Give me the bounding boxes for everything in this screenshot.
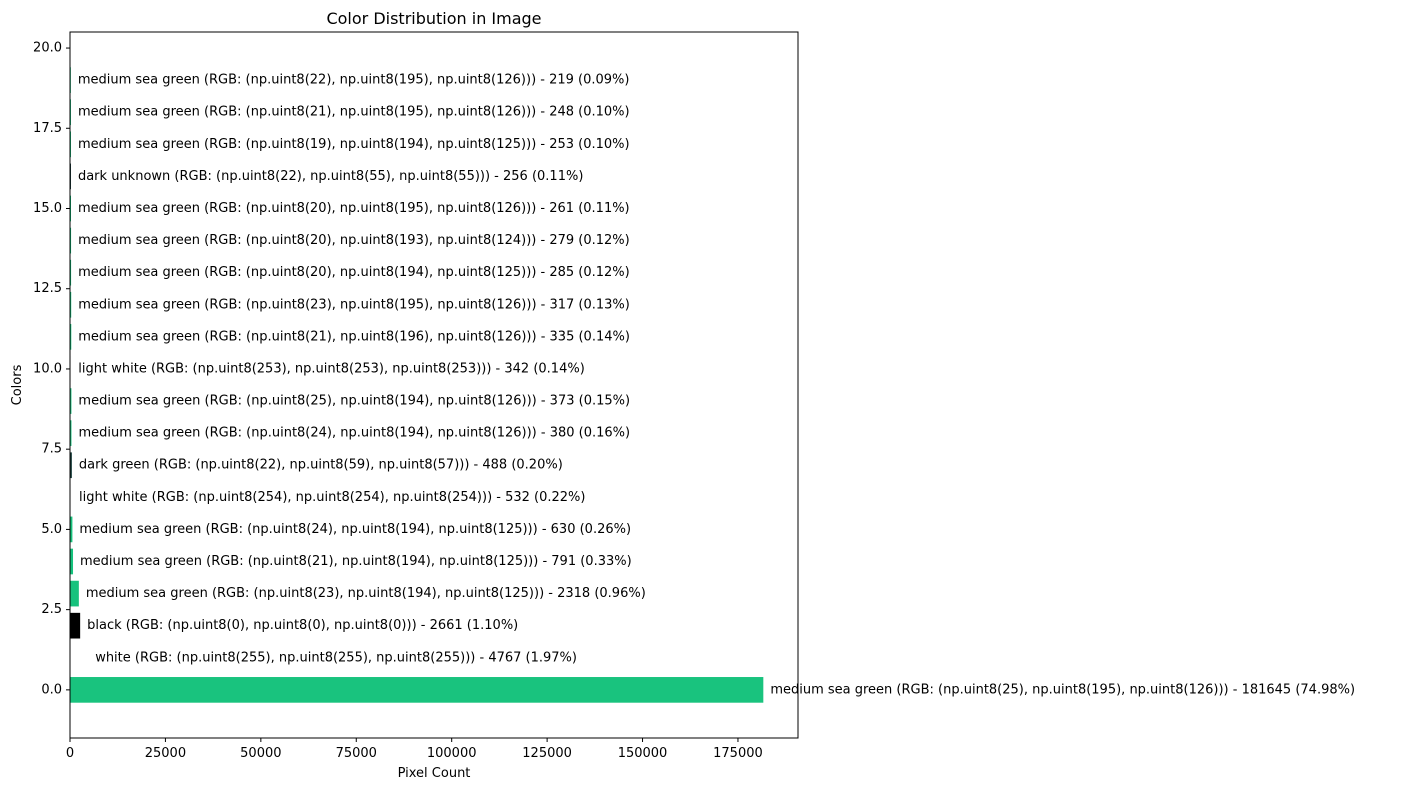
bar-1 <box>70 644 89 671</box>
y-tick-label-0: 0.0 <box>41 682 62 697</box>
bar-label-13: medium sea green (RGB: (np.uint8(20), np… <box>78 265 630 280</box>
bar-label-10: light white (RGB: (np.uint8(253), np.uin… <box>78 361 584 376</box>
bars-layer <box>70 67 764 703</box>
bar-label-18: medium sea green (RGB: (np.uint8(21), np… <box>78 105 630 120</box>
bar-label-2: black (RGB: (np.uint8(0), np.uint8(0), n… <box>87 618 518 633</box>
x-tick-label-3: 75000 <box>336 746 377 761</box>
x-tick-label-0: 0 <box>66 746 74 761</box>
bar-label-12: medium sea green (RGB: (np.uint8(23), np… <box>78 297 630 312</box>
bar-12 <box>70 291 72 318</box>
labels-layer: medium sea green (RGB: (np.uint8(25), np… <box>78 73 1355 698</box>
x-tick-label-5: 125000 <box>522 746 572 761</box>
y-tick-label-4: 10.0 <box>33 361 62 376</box>
bar-label-11: medium sea green (RGB: (np.uint8(21), np… <box>78 329 630 344</box>
bar-label-4: medium sea green (RGB: (np.uint8(21), np… <box>80 554 632 569</box>
bar-label-15: medium sea green (RGB: (np.uint8(20), np… <box>78 201 630 216</box>
bar-label-19: medium sea green (RGB: (np.uint8(22), np… <box>78 73 630 88</box>
bar-8 <box>70 420 72 446</box>
y-axis-title: Colors <box>10 364 25 405</box>
chart-title: Color Distribution in Image <box>326 9 541 28</box>
x-tick-label-2: 50000 <box>240 746 281 761</box>
bar-label-6: light white (RGB: (np.uint8(254), np.uin… <box>79 490 585 505</box>
bar-0 <box>70 677 764 703</box>
bar-label-14: medium sea green (RGB: (np.uint8(20), np… <box>78 233 630 248</box>
y-tick-label-5: 12.5 <box>33 281 62 296</box>
bar-label-0: medium sea green (RGB: (np.uint8(25), np… <box>770 682 1355 697</box>
y-tick-label-6: 15.0 <box>33 201 62 216</box>
bar-7 <box>70 452 72 479</box>
bar-label-1: white (RGB: (np.uint8(255), np.uint8(255… <box>95 650 577 665</box>
y-tick-label-3: 7.5 <box>41 442 62 457</box>
x-axis-title: Pixel Count <box>398 766 471 781</box>
bar-label-17: medium sea green (RGB: (np.uint8(19), np… <box>78 137 630 152</box>
bar-10 <box>70 356 72 382</box>
bar-label-8: medium sea green (RGB: (np.uint8(24), np… <box>78 426 630 441</box>
y-tick-label-7: 17.5 <box>33 121 62 136</box>
bar-label-5: medium sea green (RGB: (np.uint8(24), np… <box>79 522 631 537</box>
bar-13 <box>70 259 72 286</box>
bar-5 <box>70 516 73 543</box>
bar-9 <box>70 388 72 414</box>
bar-14 <box>70 227 72 254</box>
bar-11 <box>70 324 72 350</box>
x-tick-label-4: 100000 <box>427 746 477 761</box>
y-tick-label-8: 20.0 <box>33 41 62 56</box>
plot-frame <box>69 31 799 739</box>
y-tick-label-1: 2.5 <box>41 602 62 617</box>
ticks-layer: 0 25000 50000 75000 100000 125000 150000 175000… <box>33 41 763 761</box>
bar-3 <box>70 580 79 607</box>
y-tick-label-2: 5.0 <box>41 522 62 537</box>
x-tick-label-7: 175000 <box>713 746 763 761</box>
bar-2 <box>70 612 81 639</box>
bar-6 <box>70 484 73 511</box>
bar-label-7: dark green (RGB: (np.uint8(22), np.uint8… <box>79 458 563 473</box>
bar-label-3: medium sea green (RGB: (np.uint8(23), np… <box>86 586 646 601</box>
x-tick-label-1: 25000 <box>145 746 186 761</box>
bar-label-16: dark unknown (RGB: (np.uint8(22), np.uin… <box>78 169 583 184</box>
bar-label-9: medium sea green (RGB: (np.uint8(25), np… <box>78 394 630 409</box>
x-tick-label-6: 150000 <box>618 746 668 761</box>
bar-4 <box>70 548 74 575</box>
